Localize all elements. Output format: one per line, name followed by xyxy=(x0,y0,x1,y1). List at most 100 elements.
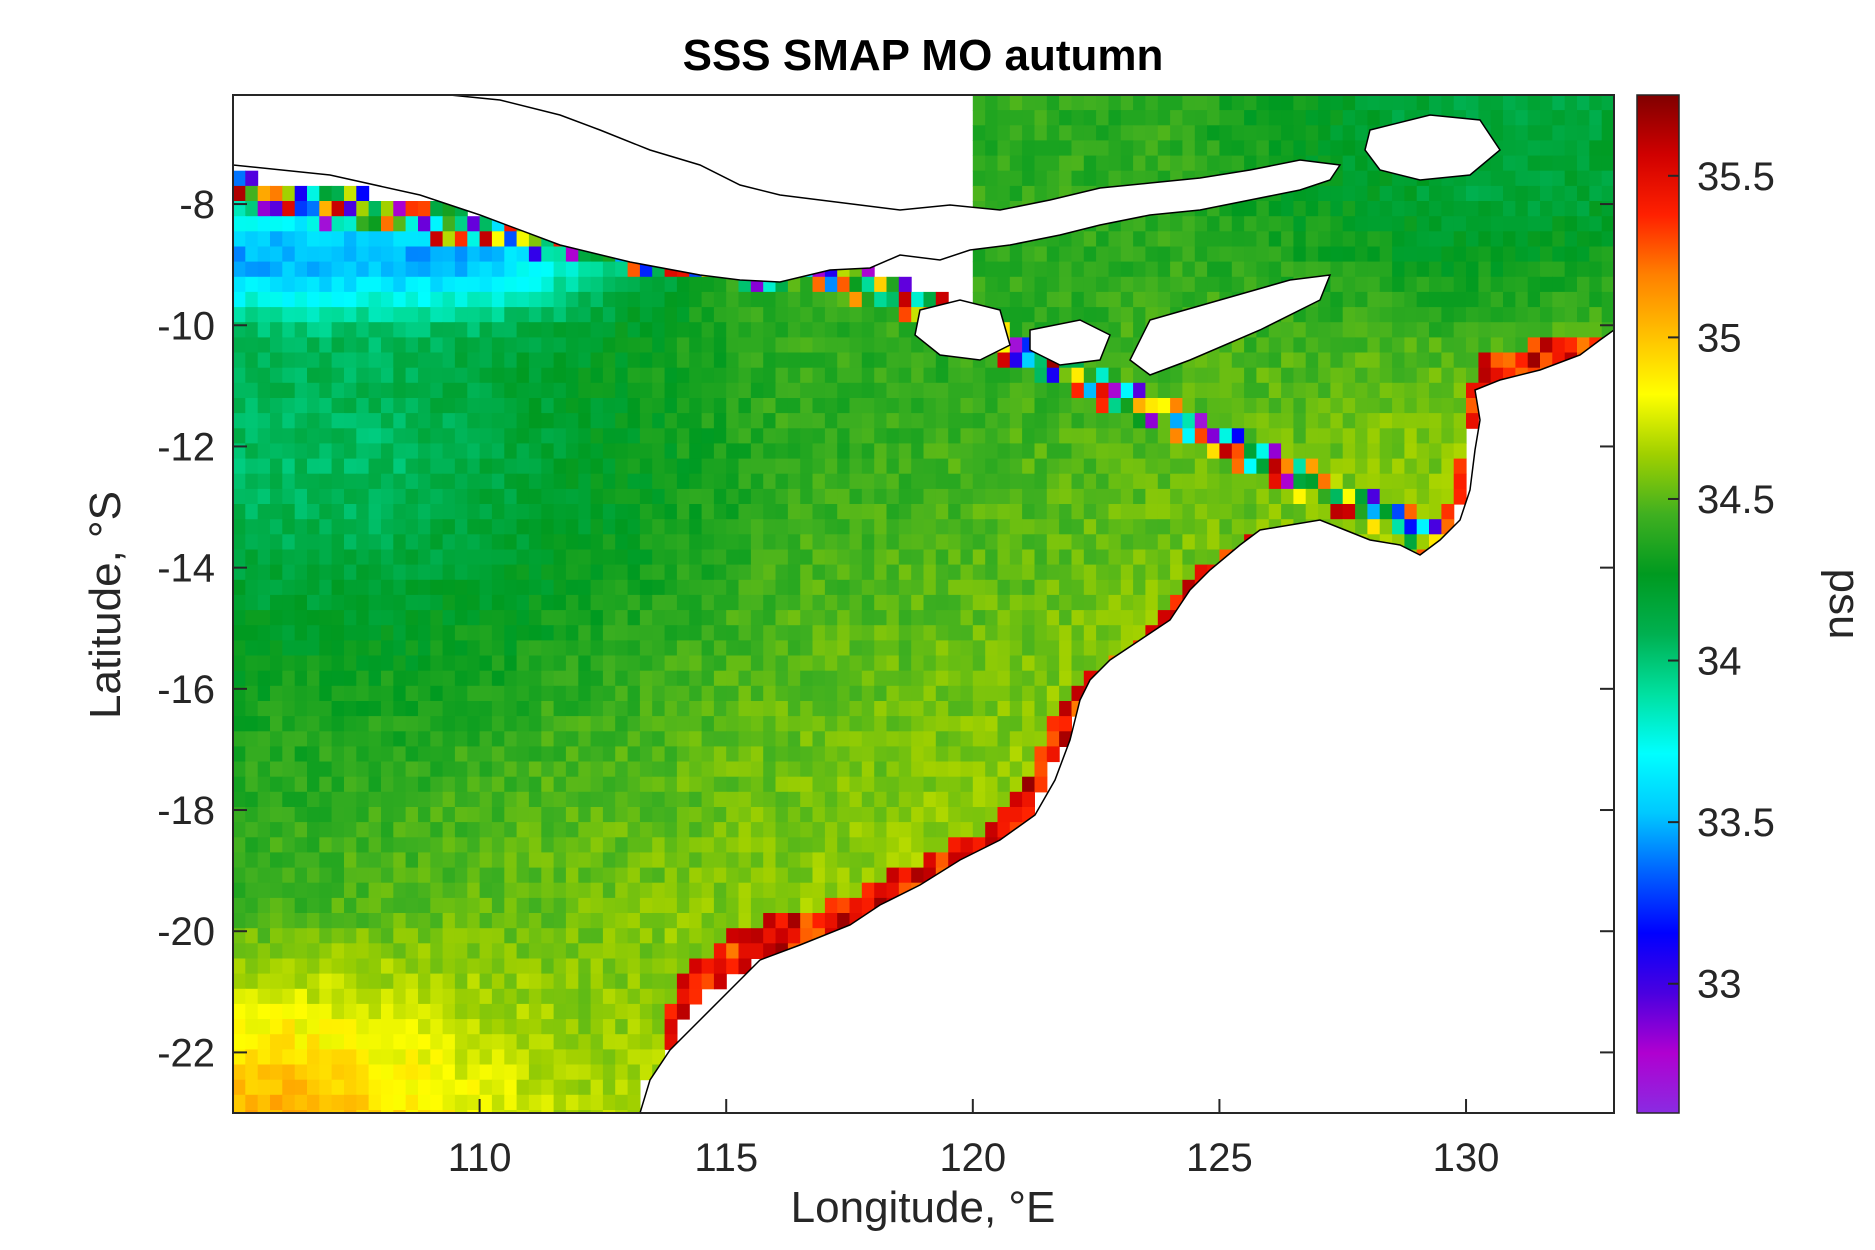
heatmap-cell xyxy=(553,519,567,535)
heatmap-cell xyxy=(812,610,826,626)
heatmap-cell xyxy=(307,1094,320,1111)
heatmap-cell xyxy=(504,1079,518,1096)
heatmap-cell xyxy=(898,852,912,869)
heatmap-cell xyxy=(405,276,419,293)
heatmap-cell xyxy=(307,216,320,232)
heatmap-cell xyxy=(849,413,863,429)
heatmap-cell xyxy=(245,973,259,990)
heatmap-cell xyxy=(676,761,690,778)
heatmap-cell xyxy=(491,337,505,354)
heatmap-cell xyxy=(1478,337,1492,354)
heatmap-cell xyxy=(590,716,604,732)
heatmap-cell xyxy=(1009,504,1023,520)
heatmap-cell xyxy=(504,307,518,323)
heatmap-cell xyxy=(381,1034,394,1050)
heatmap-cell xyxy=(1046,564,1060,581)
heatmap-cell xyxy=(1194,504,1208,520)
heatmap-cell xyxy=(270,337,283,354)
heatmap-cell xyxy=(233,428,246,444)
heatmap-cell xyxy=(257,1003,271,1020)
heatmap-cell xyxy=(1133,443,1146,460)
heatmap-cell xyxy=(467,413,481,429)
heatmap-cell xyxy=(245,837,259,853)
heatmap-cell xyxy=(233,852,246,869)
heatmap-cell xyxy=(393,882,407,899)
heatmap-cell xyxy=(270,443,283,460)
heatmap-cell xyxy=(257,534,271,550)
heatmap-cell xyxy=(849,807,863,823)
heatmap-cell xyxy=(1293,322,1307,338)
heatmap-cell xyxy=(319,958,333,975)
heatmap-cell xyxy=(1009,337,1023,354)
heatmap-cell xyxy=(1564,322,1578,338)
heatmap-cell xyxy=(504,610,518,626)
heatmap-cell xyxy=(713,716,727,732)
heatmap-cell xyxy=(467,1019,481,1035)
heatmap-cell xyxy=(1207,246,1220,263)
heatmap-cell xyxy=(504,791,518,808)
heatmap-cell xyxy=(294,958,308,975)
heatmap-cell xyxy=(1478,352,1492,369)
heatmap-cell xyxy=(1009,291,1023,308)
heatmap-cell xyxy=(1416,307,1430,323)
heatmap-cell xyxy=(750,458,764,475)
heatmap-cell xyxy=(1441,428,1455,444)
heatmap-cell xyxy=(886,367,900,384)
heatmap-cell xyxy=(639,307,653,323)
heatmap-cell xyxy=(307,564,320,581)
heatmap-cell xyxy=(689,791,703,808)
heatmap-cell xyxy=(898,443,912,460)
heatmap-cell xyxy=(442,246,456,263)
heatmap-cell xyxy=(319,443,333,460)
heatmap-cell xyxy=(344,594,357,611)
heatmap-cell xyxy=(923,382,937,399)
heatmap-cell xyxy=(479,610,493,626)
heatmap-cell xyxy=(393,867,407,884)
heatmap-cell xyxy=(270,973,283,990)
heatmap-cell xyxy=(652,973,666,990)
heatmap-cell xyxy=(504,655,518,672)
heatmap-cell xyxy=(344,973,357,990)
heatmap-cell xyxy=(1379,185,1393,202)
heatmap-cell xyxy=(1145,458,1159,475)
heatmap-cell xyxy=(676,382,690,399)
heatmap-cell xyxy=(1022,261,1035,278)
heatmap-cell xyxy=(1342,428,1356,444)
heatmap-cell xyxy=(602,534,616,550)
heatmap-cell xyxy=(985,807,999,823)
heatmap-cell xyxy=(1145,413,1159,429)
heatmap-cell xyxy=(1133,519,1146,535)
heatmap-cell xyxy=(935,852,949,869)
heatmap-cell xyxy=(1490,185,1504,202)
heatmap-cell xyxy=(418,382,431,399)
heatmap-cell xyxy=(874,473,888,490)
heatmap-cell xyxy=(356,625,370,641)
heatmap-cell xyxy=(985,291,999,308)
heatmap-cell xyxy=(1416,95,1430,111)
heatmap-cell xyxy=(627,1049,641,1066)
heatmap-cell xyxy=(257,307,271,323)
x-tick-label: 125 xyxy=(1186,1136,1253,1180)
heatmap-cell xyxy=(738,685,752,702)
heatmap-cell xyxy=(344,519,357,535)
heatmap-cell xyxy=(1244,110,1257,126)
heatmap-cell xyxy=(528,776,542,793)
heatmap-cell xyxy=(948,716,962,732)
heatmap-cell xyxy=(1059,413,1072,429)
heatmap-cell xyxy=(861,837,875,853)
heatmap-cell xyxy=(368,837,382,853)
heatmap-cell xyxy=(1071,276,1085,293)
heatmap-cell xyxy=(689,973,703,990)
heatmap-cell xyxy=(331,1079,345,1096)
heatmap-cell xyxy=(491,443,505,460)
heatmap-cell xyxy=(1392,488,1405,505)
heatmap-cell xyxy=(467,291,481,308)
heatmap-cell xyxy=(1096,382,1109,399)
heatmap-cell xyxy=(356,534,370,550)
heatmap-cell xyxy=(874,291,888,308)
heatmap-cell xyxy=(627,988,641,1005)
heatmap-cell xyxy=(1170,564,1183,581)
heatmap-cell xyxy=(381,761,394,778)
heatmap-cell xyxy=(381,534,394,550)
heatmap-cell xyxy=(627,428,641,444)
